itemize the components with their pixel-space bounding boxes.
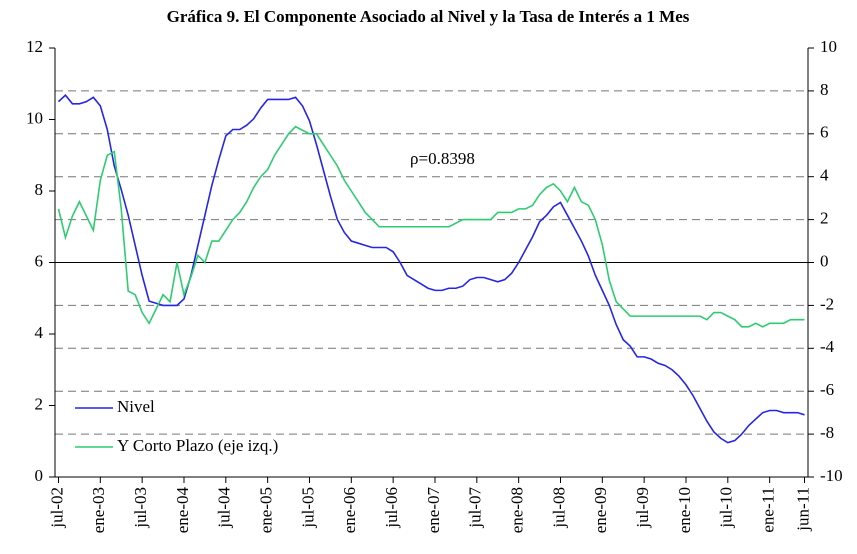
x-tick-label: ene-09 [591,487,610,533]
x-tick-label: jul-06 [382,487,401,529]
x-tick-label: ene-11 [759,487,778,533]
x-tick-label: jul-03 [131,487,150,529]
x-tick-label: jun-11 [793,487,812,532]
x-tick-label: jul-08 [549,487,568,529]
y2-tick-label: -10 [820,466,843,485]
x-tick-label: ene-06 [340,487,359,533]
y2-tick-label: 10 [820,37,837,56]
x-tick-label: ene-08 [508,487,527,533]
y2-tick-label: 2 [820,209,829,228]
x-tick-label: ene-05 [257,487,276,533]
x-tick-label: ene-07 [424,487,443,534]
chart-title: Gráfica 9. El Componente Asociado al Niv… [167,7,690,26]
y2-tick-label: -8 [820,423,834,442]
y-tick-label: 2 [35,394,44,413]
x-tick-label: jul-02 [47,487,66,529]
y-tick-label: 10 [26,108,43,127]
y2-tick-label: 4 [820,166,829,185]
y2-tick-label: -6 [820,380,834,399]
y-tick-label: 6 [35,251,44,270]
x-tick-label: ene-03 [89,487,108,533]
legend-label: Nivel [117,397,155,416]
series-line [57,125,805,328]
x-tick-label: jul-10 [717,487,736,529]
y2-tick-label: 6 [820,123,829,142]
y-tick-label: 0 [35,466,44,485]
x-tick-label: jul-09 [633,487,652,529]
y-tick-label: 4 [35,323,44,342]
x-tick-label: ene-04 [173,487,192,534]
series-line [57,94,805,444]
x-tick-label: jul-05 [298,487,317,529]
x-tick-label: jul-07 [466,487,485,529]
legend-label: Y Corto Plazo (eje izq.) [117,436,278,455]
y-tick-label: 12 [26,37,43,56]
x-tick-label: jul-04 [215,487,234,529]
y2-tick-label: -2 [820,294,834,313]
y2-tick-label: 8 [820,80,829,99]
y2-tick-label: 0 [820,251,829,270]
y-tick-label: 8 [35,180,44,199]
y2-tick-label: -4 [820,337,835,356]
annotation: ρ=0.8398 [410,149,475,168]
x-tick-label: ene-10 [675,487,694,533]
